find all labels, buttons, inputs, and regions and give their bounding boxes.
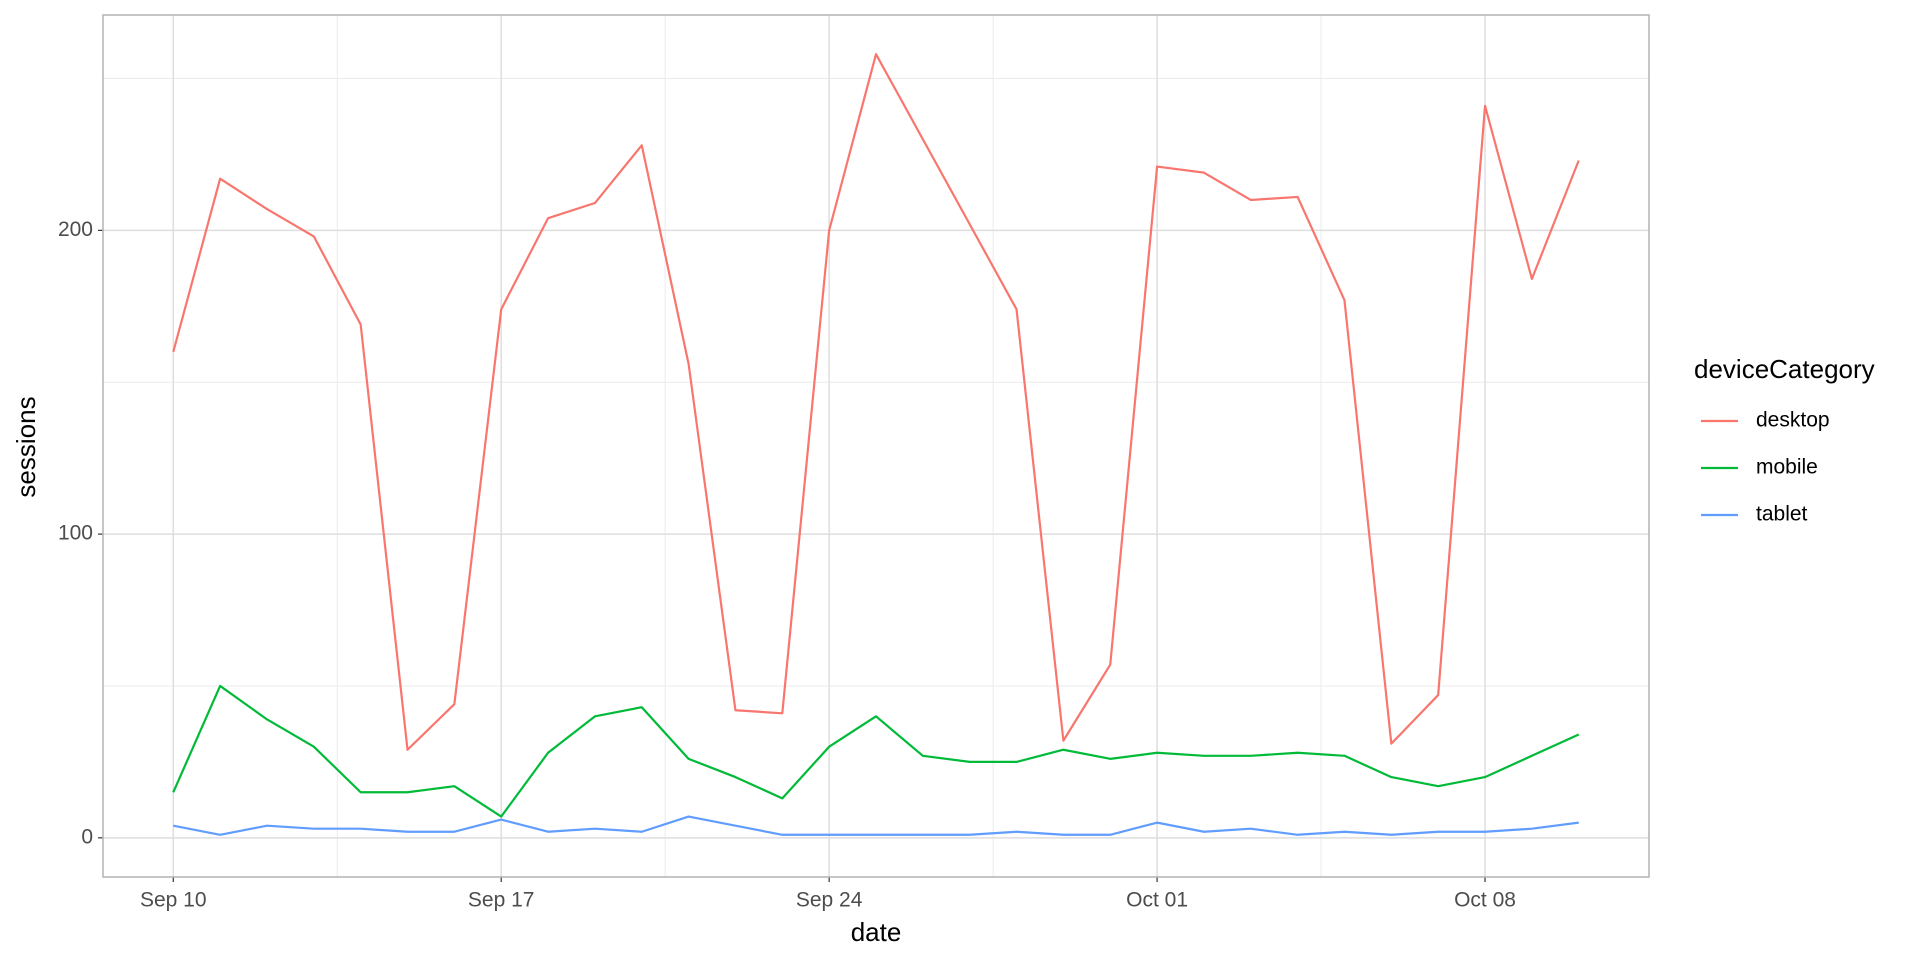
x-tick-label: Sep 24 xyxy=(796,889,863,912)
x-tick-label: Oct 01 xyxy=(1126,889,1188,912)
grid xyxy=(103,15,1650,877)
legend-title: deviceCategory xyxy=(1694,354,1875,384)
series-line xyxy=(172,684,1580,818)
legend-label: mobile xyxy=(1756,456,1818,479)
panel-border xyxy=(102,14,1650,878)
series-line xyxy=(172,53,1580,751)
y-tick-label: 0 xyxy=(81,825,93,848)
series-line xyxy=(173,815,1579,836)
y-axis-title: sessions xyxy=(11,396,41,497)
legend-label: desktop xyxy=(1756,409,1830,432)
x-tick-label: Oct 08 xyxy=(1454,889,1516,912)
y-tick-label: 200 xyxy=(58,218,93,241)
x-tick-label: Sep 10 xyxy=(140,889,207,912)
legend-label: tablet xyxy=(1756,503,1808,526)
x-tick-label: Sep 17 xyxy=(468,889,535,912)
x-axis-title: date xyxy=(851,917,902,947)
y-tick-label: 100 xyxy=(58,522,93,545)
